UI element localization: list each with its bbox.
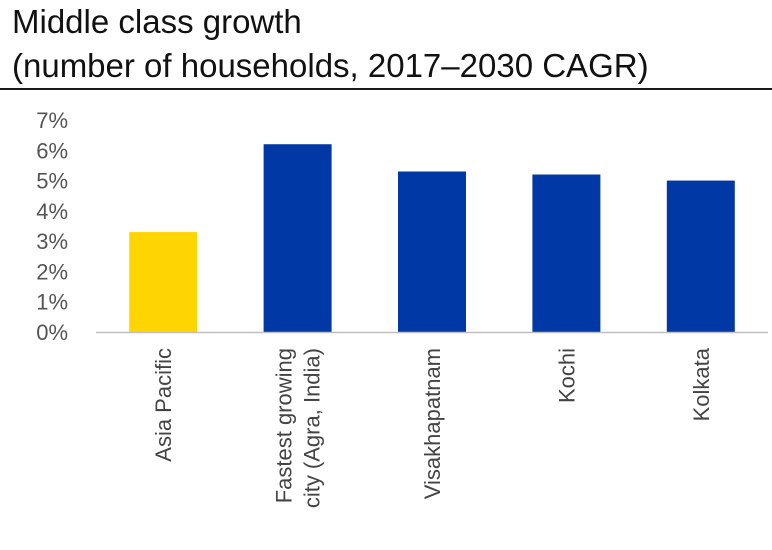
x-category-label: Kolkata xyxy=(689,347,714,421)
y-tick-label: 3% xyxy=(36,229,68,254)
bar xyxy=(398,171,466,332)
chart-title-block: Middle class growth (number of household… xyxy=(12,0,772,88)
title-divider xyxy=(0,88,772,90)
x-category-label: Kochi xyxy=(554,348,579,403)
x-category-label: Asia Pacific xyxy=(151,348,176,462)
x-category-label: Fastest growing xyxy=(272,348,297,503)
y-tick-label: 0% xyxy=(36,320,68,345)
bar xyxy=(263,144,332,332)
bar xyxy=(666,180,735,332)
x-category-label: city (Agra, India) xyxy=(300,348,325,508)
y-tick-label: 6% xyxy=(36,138,68,163)
y-tick-label: 5% xyxy=(36,169,68,194)
y-tick-label: 1% xyxy=(36,290,68,315)
y-tick-label: 7% xyxy=(36,108,68,133)
chart-title: Middle class growth xyxy=(12,3,302,40)
bar xyxy=(532,174,601,332)
x-category-label: Visakhapatnam xyxy=(420,348,445,499)
chart-subtitle: (number of households, 2017–2030 CAGR) xyxy=(12,47,649,84)
bar xyxy=(129,232,198,332)
y-tick-label: 2% xyxy=(36,259,68,284)
y-tick-label: 4% xyxy=(36,199,68,224)
